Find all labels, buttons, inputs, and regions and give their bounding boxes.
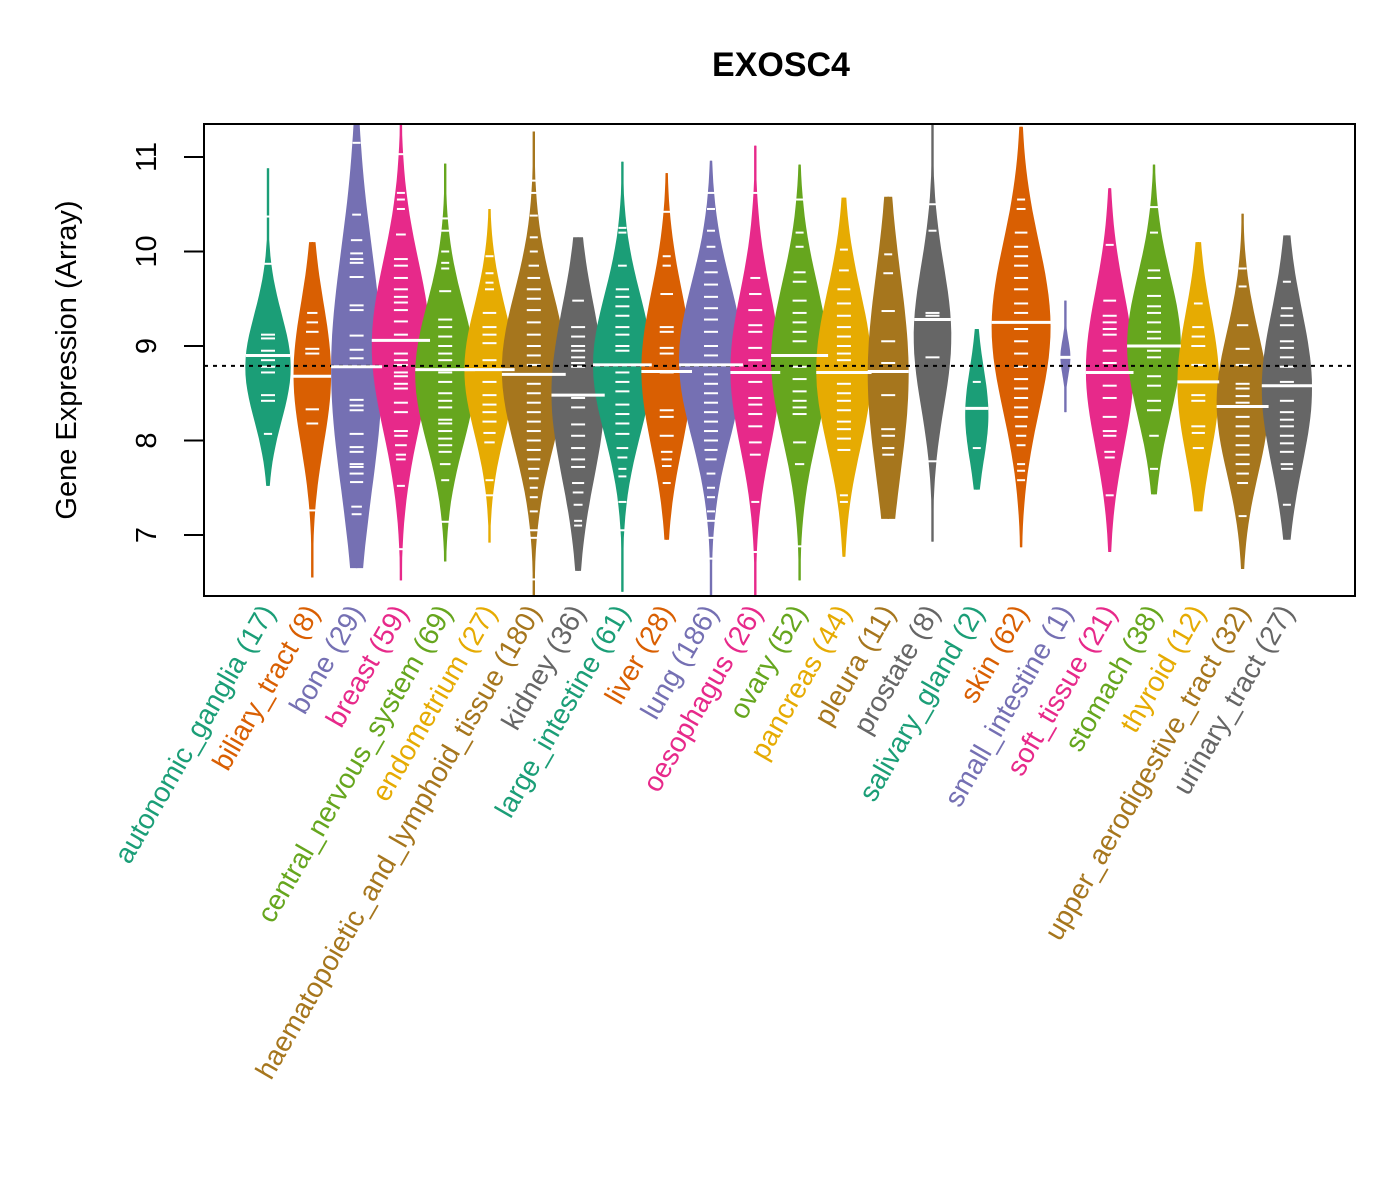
y-axis: 7 8 9 10 11	[131, 142, 205, 543]
violin-thyroid	[1177, 242, 1220, 512]
violin-ovary	[771, 164, 829, 581]
violin-kidney	[551, 237, 605, 571]
violin-central-nervous-system	[415, 163, 476, 562]
violin-body	[1177, 242, 1220, 512]
violin-body	[679, 160, 743, 596]
y-tick-label: 8	[131, 432, 163, 448]
violin-body	[551, 237, 605, 571]
y-tick-label: 9	[131, 338, 163, 354]
y-tick-label: 7	[131, 527, 163, 543]
violin-body	[593, 161, 652, 592]
violin-body	[245, 168, 291, 486]
violin-endometrium	[464, 208, 515, 543]
y-tick-label: 11	[131, 142, 163, 172]
violin-large-intestine	[593, 161, 652, 592]
violin-prostate	[913, 125, 952, 542]
violin-bone	[331, 125, 383, 569]
violin-body	[1085, 188, 1134, 552]
violin-pleura	[867, 196, 909, 519]
violin-lung	[679, 160, 743, 596]
violin-stomach	[1127, 164, 1181, 495]
violin-haematopoietic-and-lymphoid-tissue	[501, 131, 566, 595]
chart-title: EXOSC4	[712, 46, 850, 84]
violin-body	[641, 173, 692, 540]
violin-upper-aerodigestive-tract	[1216, 213, 1269, 570]
violin-body	[1261, 235, 1312, 540]
violin-body	[415, 163, 476, 562]
violin-body	[771, 164, 829, 581]
violin-oesophagus	[730, 145, 781, 595]
medians-group	[245, 318, 1313, 410]
violin-biliary-tract	[293, 242, 332, 578]
violin-autonomic-ganglia	[245, 168, 291, 486]
violin-body	[464, 209, 515, 543]
y-tick-label: 10	[131, 235, 163, 267]
violin-body	[913, 125, 952, 542]
y-axis-label: Gene Expression (Array)	[51, 200, 83, 519]
violin-body	[501, 131, 566, 595]
violin-soft-tissue	[1085, 188, 1134, 553]
violin-body	[331, 125, 383, 569]
violins-group	[245, 125, 1312, 596]
violin-body	[730, 145, 781, 595]
violin-body	[1216, 213, 1269, 569]
violin-body	[816, 197, 872, 557]
violin-body	[867, 196, 909, 519]
violin-body	[1127, 164, 1181, 495]
violin-body	[991, 126, 1051, 548]
violin-pancreas	[816, 197, 872, 557]
violin-urinary-tract	[1261, 235, 1312, 540]
violin-skin	[991, 126, 1051, 548]
